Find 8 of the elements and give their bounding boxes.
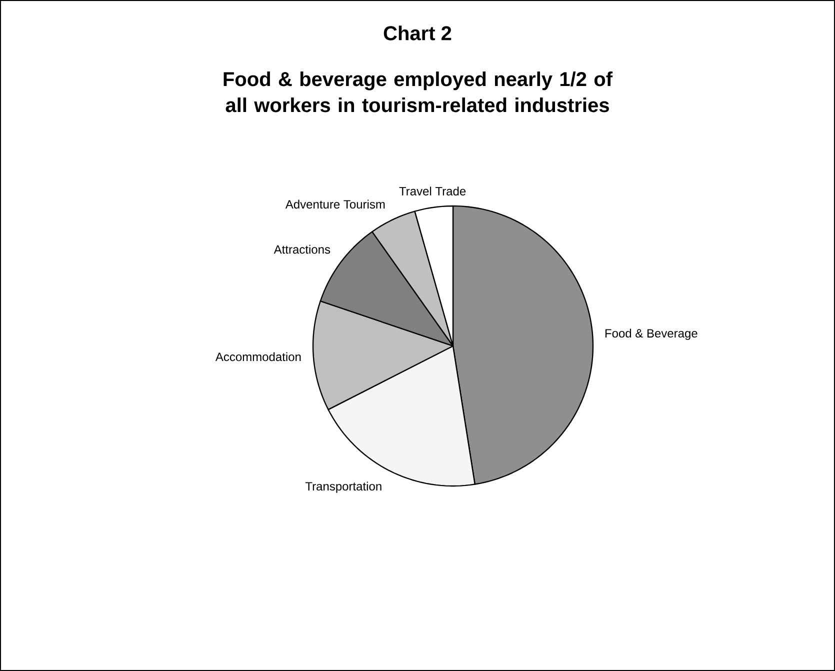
slice-label: Transportation — [305, 482, 382, 493]
slice-label: Attractions — [274, 244, 330, 254]
slice-label: Food & Beverage — [605, 328, 698, 340]
slice-label: Adventure Tourism — [285, 200, 385, 209]
slice-label: Accommodation — [215, 352, 301, 362]
chart-title: Chart 2 — [384, 26, 452, 40]
chart-subtitle: Food & beverage employed nearly 1/2 of all workers in tourism-related industries — [224, 72, 613, 112]
slice-label: Travel Trade — [399, 186, 466, 196]
